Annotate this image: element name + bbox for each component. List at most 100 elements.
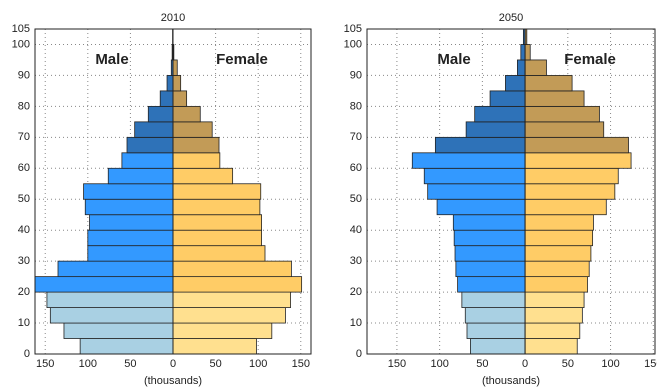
bar <box>87 229 174 247</box>
bar <box>46 291 174 308</box>
y-tick-label: 30 <box>350 255 362 267</box>
bar <box>517 59 526 76</box>
y-tick-label: 105 <box>344 23 362 35</box>
bar <box>524 338 578 355</box>
bar <box>524 152 632 169</box>
y-tick-label: 90 <box>350 69 362 81</box>
y-tick-label: 30 <box>18 255 30 267</box>
bar <box>172 338 257 355</box>
bar <box>455 260 526 278</box>
y-tick-label: 50 <box>18 193 30 205</box>
bar <box>87 245 174 262</box>
bar <box>524 307 583 324</box>
bar <box>466 322 526 339</box>
bar <box>464 307 526 324</box>
x-tick-label: 50 <box>562 358 574 370</box>
x-tick-label: 100 <box>601 358 619 370</box>
x-tick-label: 150 <box>292 358 310 370</box>
bar <box>524 75 573 92</box>
x-tick-label: 150 <box>644 358 657 370</box>
bar <box>524 183 616 200</box>
x-axis-label: (thousands) <box>482 375 540 387</box>
bar <box>524 121 605 138</box>
bar <box>34 276 174 293</box>
y-tick-label: 105 <box>12 23 30 35</box>
x-tick-label: 150 <box>36 358 54 370</box>
bar <box>411 152 526 169</box>
bar <box>524 44 531 61</box>
x-tick-label: 100 <box>249 358 267 370</box>
x-tick-label: 50 <box>124 358 136 370</box>
x-tick-label: 50 <box>209 358 221 370</box>
bar <box>79 338 174 355</box>
bar <box>489 90 526 107</box>
bar <box>121 152 174 169</box>
bar <box>524 59 547 76</box>
bar <box>505 75 526 92</box>
series-label: Female <box>216 51 268 68</box>
y-tick-label: 100 <box>12 38 30 50</box>
bar <box>470 338 526 355</box>
y-tick-label: 40 <box>18 224 30 236</box>
x-tick-label: 0 <box>170 358 176 370</box>
bar <box>84 198 174 216</box>
bar <box>172 121 213 138</box>
bar <box>126 136 174 154</box>
bar <box>166 75 174 92</box>
x-tick-label: 100 <box>79 358 97 370</box>
bar <box>172 245 266 262</box>
bar <box>107 167 174 185</box>
bar <box>83 183 174 200</box>
bar <box>524 291 585 308</box>
plot-frame <box>34 28 312 355</box>
bar <box>172 214 262 231</box>
bar <box>452 214 526 231</box>
series-label: Female <box>564 51 616 68</box>
bar <box>436 198 526 216</box>
bar <box>423 167 526 185</box>
panel-title: 2050 <box>499 12 523 24</box>
bar <box>172 291 291 308</box>
bar <box>172 136 220 154</box>
bar <box>524 214 594 231</box>
bar <box>172 183 262 200</box>
bar <box>524 167 619 185</box>
bar <box>524 90 585 107</box>
y-tick-label: 0 <box>356 348 362 360</box>
y-tick-label: 20 <box>18 286 30 298</box>
bar <box>172 59 178 76</box>
bar <box>172 90 188 107</box>
bar <box>172 167 234 185</box>
bar <box>147 105 174 123</box>
bar <box>172 198 261 216</box>
bar <box>524 198 607 216</box>
bar <box>434 136 526 154</box>
bar <box>474 105 526 123</box>
y-tick-label: 10 <box>350 317 362 329</box>
y-tick-label: 100 <box>344 38 362 50</box>
y-tick-label: 70 <box>350 131 362 143</box>
bar <box>457 276 526 293</box>
bar <box>524 276 588 293</box>
bar <box>49 307 174 324</box>
bar <box>172 260 292 278</box>
bar <box>63 322 174 339</box>
panel-title: 2010 <box>161 12 185 24</box>
x-tick-label: 50 <box>476 358 488 370</box>
x-tick-label: 0 <box>522 358 528 370</box>
series-label: Male <box>95 51 128 68</box>
y-tick-label: 10 <box>18 317 30 329</box>
x-axis-label: (thousands) <box>144 375 202 387</box>
bar <box>172 105 201 123</box>
bar <box>89 214 174 231</box>
bar <box>524 229 594 247</box>
bar <box>524 136 629 154</box>
bar <box>524 105 600 123</box>
plot-frame <box>366 28 656 355</box>
x-tick-label: 150 <box>388 358 406 370</box>
bar <box>453 229 526 247</box>
bar <box>524 322 581 339</box>
y-tick-label: 0 <box>24 348 30 360</box>
bar <box>159 90 174 107</box>
